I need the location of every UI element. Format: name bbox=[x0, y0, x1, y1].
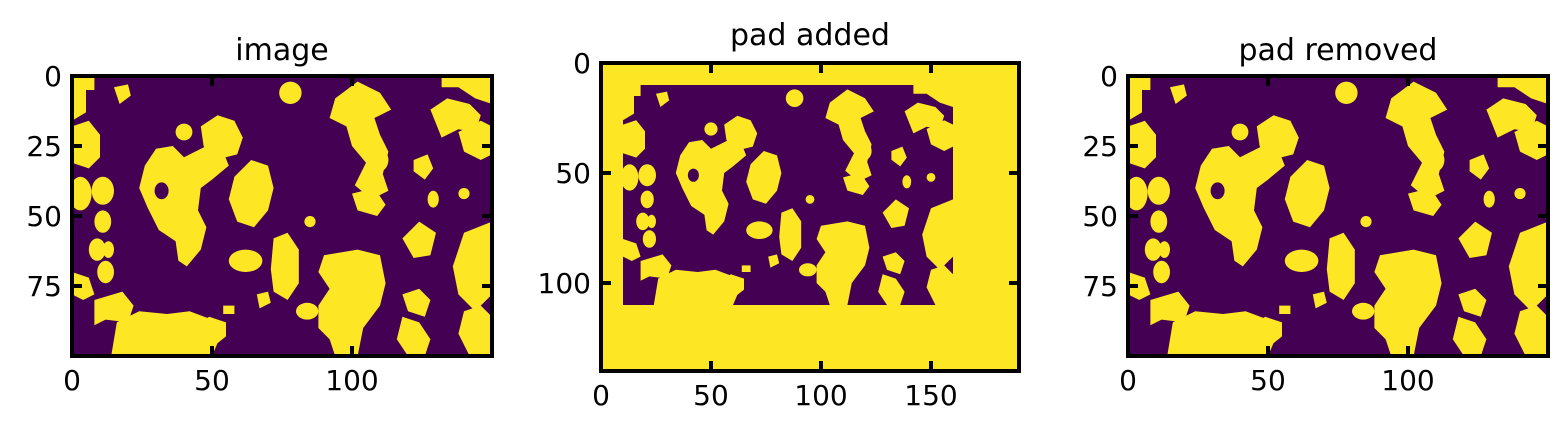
y-tick-label: 25 bbox=[26, 130, 62, 163]
y-tick-label: 50 bbox=[26, 200, 62, 233]
heatmap-pad-added bbox=[601, 63, 1019, 371]
y-tick-label: 50 bbox=[555, 157, 591, 190]
panel-pad-added: pad added bbox=[599, 18, 1021, 373]
y-tick-label: 0 bbox=[44, 60, 62, 93]
x-tick-label: 0 bbox=[1119, 364, 1137, 397]
y-tick-label: 100 bbox=[538, 267, 591, 300]
ticks-layer: 0 50 100 0 25 50 75 0 50 100 150 0 50 100 0 50 100 0 25 50 7… bbox=[26, 47, 1548, 412]
panel-title: pad added bbox=[730, 18, 890, 53]
y-tick-label: 50 bbox=[1082, 200, 1118, 233]
heatmap-pad-removed bbox=[1128, 76, 1548, 356]
y-tick-label: 0 bbox=[573, 47, 591, 80]
x-tick-label: 0 bbox=[63, 364, 81, 397]
x-tick-label: 50 bbox=[194, 364, 230, 397]
y-tick-label: 75 bbox=[26, 270, 62, 303]
x-tick-label: 100 bbox=[325, 364, 378, 397]
panel-title: image bbox=[235, 33, 328, 68]
panel-image: image bbox=[70, 33, 494, 358]
panel-title: pad removed bbox=[1239, 33, 1438, 68]
x-tick-label: 100 bbox=[794, 379, 847, 412]
x-tick-label: 100 bbox=[1381, 364, 1434, 397]
y-tick-label: 75 bbox=[1082, 270, 1118, 303]
y-tick-label: 0 bbox=[1100, 60, 1118, 93]
x-tick-label: 50 bbox=[693, 379, 729, 412]
panel-pad-removed: pad removed bbox=[1126, 33, 1550, 358]
x-tick-label: 0 bbox=[592, 379, 610, 412]
y-tick-label: 25 bbox=[1082, 130, 1118, 163]
x-tick-label: 150 bbox=[904, 379, 957, 412]
heatmap-image bbox=[72, 76, 492, 356]
x-tick-label: 50 bbox=[1250, 364, 1286, 397]
axes-frame bbox=[599, 61, 1021, 373]
